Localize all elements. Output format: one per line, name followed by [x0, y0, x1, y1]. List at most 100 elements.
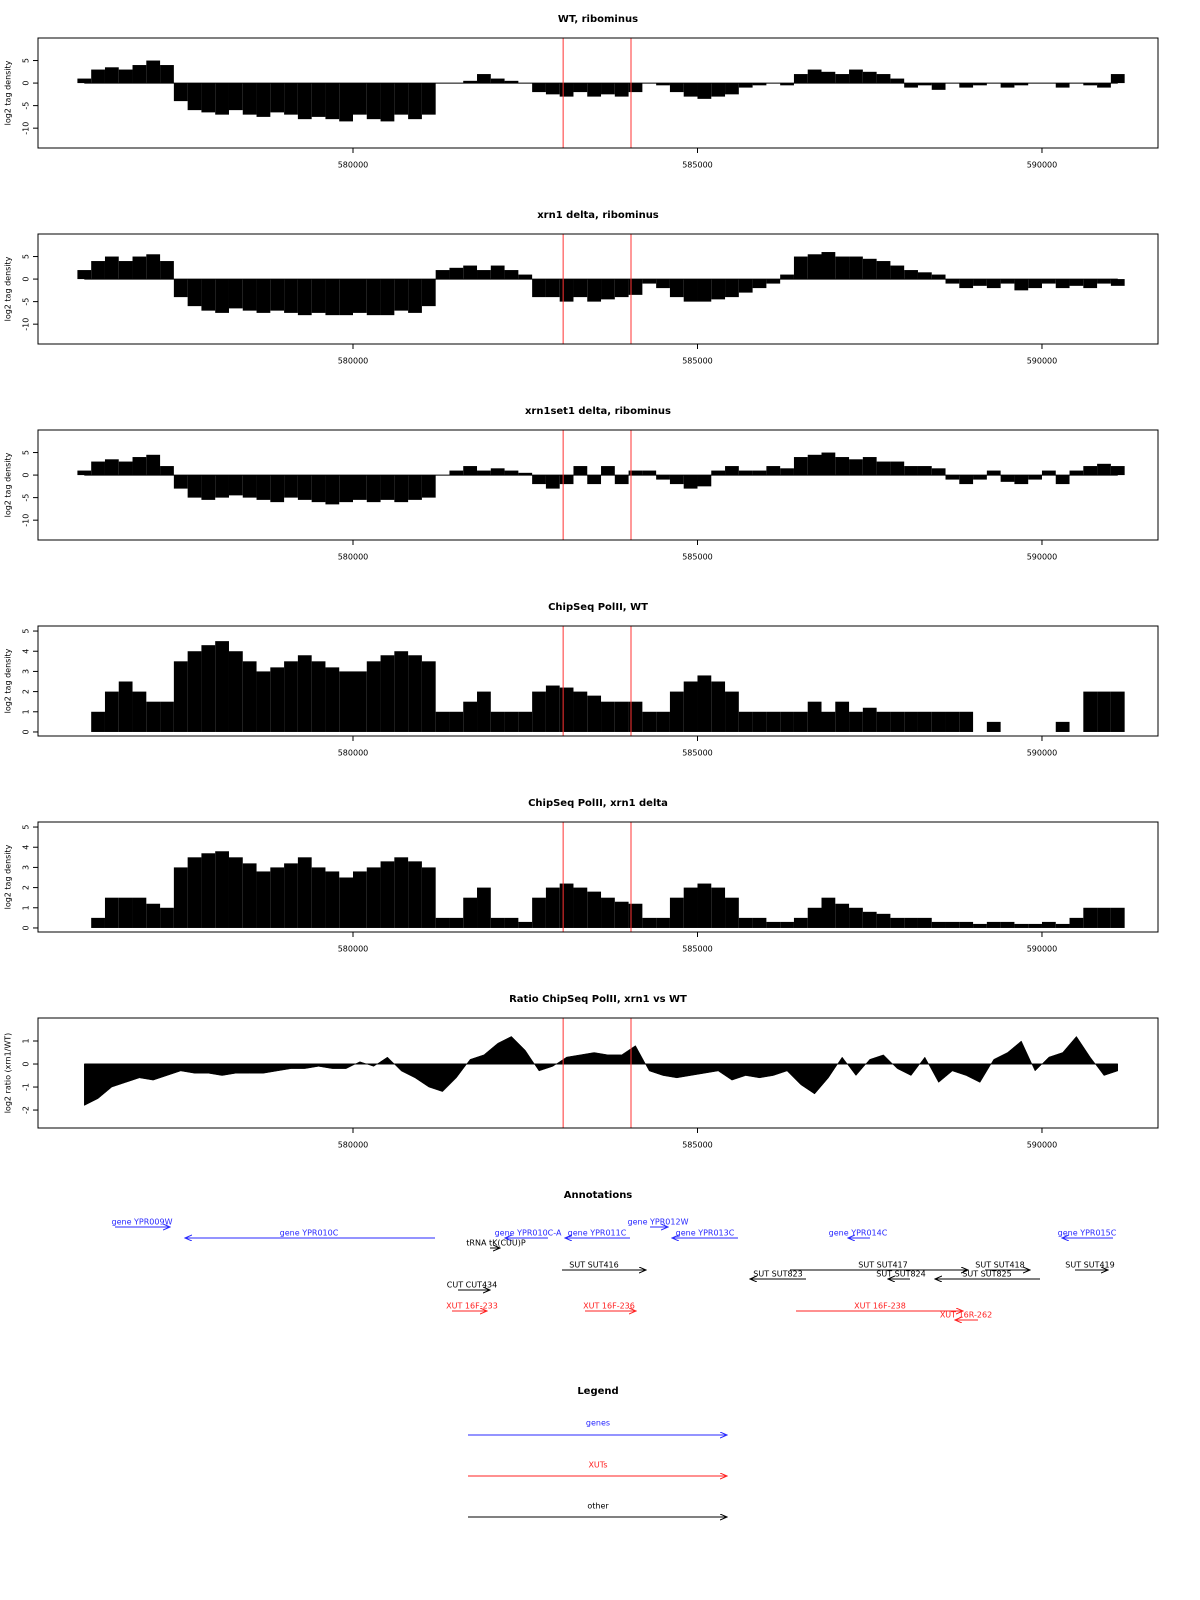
bar [559, 883, 574, 928]
chart-title: Ratio ChipSeq PolII, xrn1 vs WT [509, 994, 687, 1005]
bar [656, 83, 670, 86]
bar [339, 671, 353, 732]
bar [256, 83, 271, 117]
bar [697, 475, 712, 487]
bar [435, 270, 450, 280]
bar [821, 252, 836, 280]
y-tick-label: 0 [22, 925, 31, 930]
bar [1097, 279, 1111, 284]
bar [421, 83, 436, 115]
bar [463, 897, 478, 928]
bar [780, 274, 794, 280]
bar [1097, 907, 1111, 928]
plot-frame [37, 429, 1159, 541]
bar [477, 270, 491, 280]
bar [449, 267, 464, 280]
bar [945, 711, 960, 732]
bar [587, 83, 602, 97]
bar [421, 867, 436, 928]
bar [311, 475, 326, 503]
bar [146, 254, 161, 280]
legend-label: other [587, 1502, 609, 1511]
bar [380, 279, 395, 316]
bar [711, 279, 726, 300]
bar [284, 279, 298, 313]
bar [862, 71, 877, 84]
bar [849, 459, 863, 476]
bar [862, 707, 877, 732]
label: gene YPR014C [829, 1229, 888, 1238]
bar [339, 475, 353, 503]
bar [132, 65, 147, 84]
y-tick-label: 3 [22, 865, 31, 870]
y-tick-label: -10 [22, 318, 31, 331]
bar [725, 83, 739, 95]
bar [835, 701, 850, 732]
bar [766, 921, 781, 928]
label: SUT SUT417 [858, 1261, 907, 1270]
plot-frame [37, 233, 1159, 345]
y-axis-label: log2 tag density [4, 452, 13, 517]
bar [849, 256, 863, 280]
bar [780, 83, 794, 86]
bar [807, 454, 822, 476]
bar [394, 83, 409, 115]
bar [587, 279, 602, 302]
bar [904, 83, 918, 88]
label: SUT SUT419 [1065, 1261, 1114, 1270]
bar [187, 83, 202, 111]
y-tick-label: 5 [22, 254, 31, 259]
bar [573, 279, 588, 298]
bar [683, 887, 698, 928]
bar [394, 651, 409, 732]
bar [711, 83, 726, 97]
bar [931, 921, 946, 928]
bar [242, 863, 257, 928]
label: SUT SUT824 [876, 1270, 925, 1279]
bar [380, 861, 395, 928]
bar [683, 83, 698, 97]
x-tick-label: 580000 [338, 945, 369, 954]
bar [1083, 907, 1098, 928]
bar [228, 651, 243, 732]
bar [669, 83, 684, 93]
bar [518, 711, 533, 732]
bar [394, 857, 409, 928]
bar [973, 279, 987, 286]
bar [187, 279, 202, 307]
bar [77, 470, 92, 476]
y-tick-label: 0 [22, 1061, 31, 1066]
bar [711, 470, 726, 476]
bar [890, 461, 905, 476]
bar [1028, 475, 1042, 480]
bar [173, 475, 188, 489]
bar [408, 83, 422, 120]
bar [187, 651, 202, 732]
bar [793, 256, 808, 280]
bar [793, 711, 808, 732]
bar [683, 681, 698, 732]
bar [683, 475, 698, 489]
bar [215, 475, 229, 498]
label: gene YPR011C [568, 1229, 627, 1238]
bar [890, 78, 905, 84]
bar [738, 470, 753, 476]
bar [284, 83, 298, 115]
bar [270, 867, 285, 928]
label: SUT SUT418 [975, 1261, 1024, 1270]
x-tick-label: 590000 [1027, 749, 1058, 758]
label: gene YPR010C-A [495, 1229, 562, 1238]
y-tick-label: 5 [22, 628, 31, 633]
y-tick-label: 4 [22, 845, 31, 850]
bar [973, 475, 987, 480]
bar [187, 475, 202, 498]
x-tick-label: 590000 [1027, 553, 1058, 562]
bar [545, 887, 560, 928]
label: XUT 16F-238 [854, 1302, 906, 1311]
bar [132, 256, 147, 280]
bar [614, 83, 629, 97]
bar [394, 279, 409, 311]
bar [325, 83, 340, 120]
bar [587, 891, 602, 928]
bar [780, 711, 794, 732]
